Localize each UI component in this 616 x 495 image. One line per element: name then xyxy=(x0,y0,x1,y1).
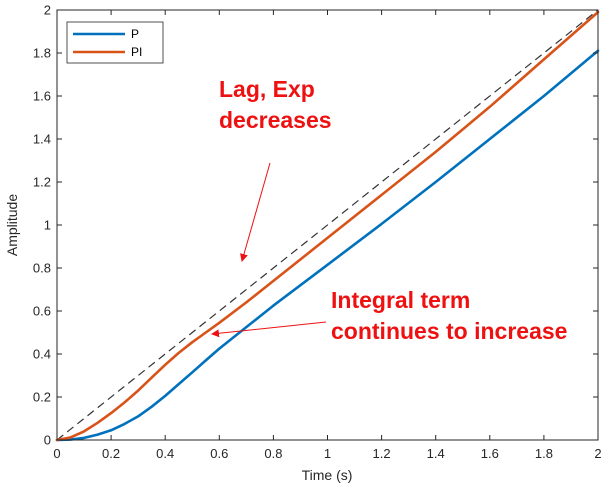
annotation-integral-line-1: Integral term xyxy=(331,287,471,313)
x-axis-label: Time (s) xyxy=(302,467,353,483)
annotation-lag-line-1: Lag, Exp xyxy=(219,76,315,102)
annotation-integral: Integral term continues to increase xyxy=(331,285,567,347)
y-tick-label: 1.2 xyxy=(33,175,51,190)
y-tick-label: 0 xyxy=(44,433,51,448)
x-tick-label: 0.2 xyxy=(102,446,120,461)
annotation-lag-line-2: decreases xyxy=(219,107,332,133)
x-tick-label: 1.6 xyxy=(481,446,499,461)
x-tick-label: 1.4 xyxy=(427,446,445,461)
y-tick-label: 0.4 xyxy=(33,347,51,362)
x-tick-label: 0.8 xyxy=(264,446,282,461)
y-tick-label: 0.8 xyxy=(33,261,51,276)
y-tick-label: 1 xyxy=(44,218,51,233)
y-tick-label: 0.2 xyxy=(33,390,51,405)
x-tick-label: 1.8 xyxy=(535,446,553,461)
y-tick-label: 0.6 xyxy=(33,304,51,319)
x-tick-label: 2 xyxy=(594,446,601,461)
y-tick-label: 1.4 xyxy=(33,132,51,147)
annotation-integral-line-2: continues to increase xyxy=(331,318,568,344)
legend: P PI xyxy=(66,21,164,64)
y-tick-label: 2 xyxy=(44,3,51,18)
series-line-p xyxy=(55,49,600,442)
legend-label-p: P xyxy=(131,27,139,41)
y-tick-label: 1.8 xyxy=(33,46,51,61)
series-line-pi xyxy=(55,10,600,442)
y-axis-label: Amplitude xyxy=(4,194,20,256)
x-tick-label: 0.4 xyxy=(156,446,174,461)
reference-line-dashed xyxy=(56,9,599,441)
x-tick-label: 1.2 xyxy=(373,446,391,461)
x-tick-label: 1 xyxy=(324,446,331,461)
x-tick-label: 0 xyxy=(53,446,60,461)
y-tick-label: 1.6 xyxy=(33,89,51,104)
annotation-arrow-integral xyxy=(211,321,327,338)
annotation-lag: Lag, Exp decreases xyxy=(219,74,332,136)
annotation-arrow-lag xyxy=(240,162,271,262)
legend-label-pi: PI xyxy=(131,45,142,59)
x-tick-label: 0.6 xyxy=(210,446,228,461)
legend-box xyxy=(66,21,164,64)
